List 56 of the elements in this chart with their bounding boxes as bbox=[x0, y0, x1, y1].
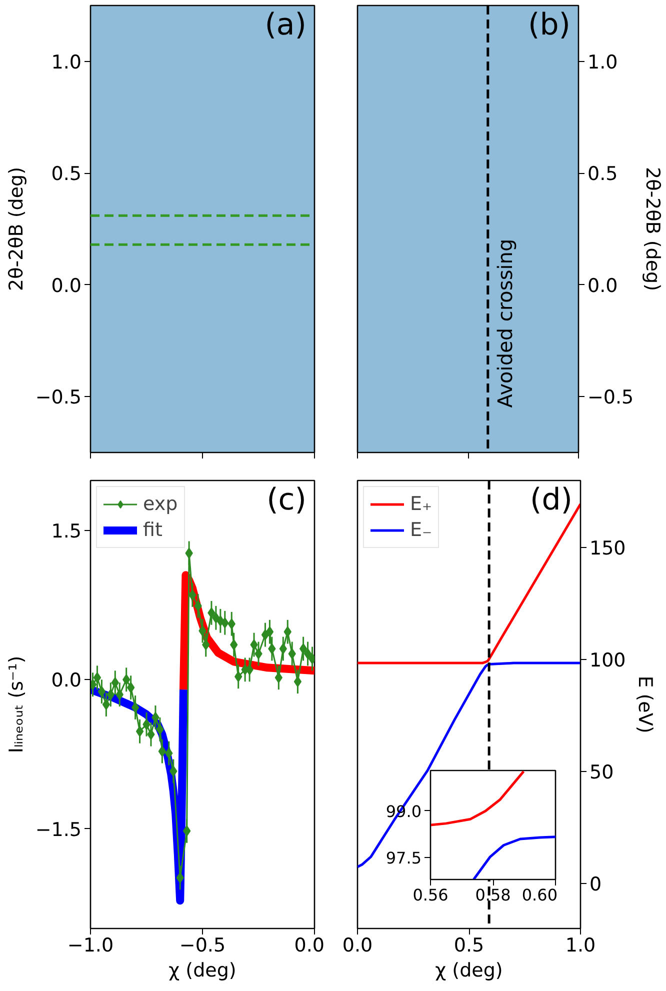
x-tick-label: 1.0 bbox=[565, 934, 596, 956]
y-tick-label: 0.5 bbox=[588, 163, 618, 186]
line-series bbox=[358, 662, 580, 868]
y-tick-label: 50 bbox=[590, 762, 614, 784]
y-tick-label: 0.0 bbox=[588, 274, 618, 297]
legend-label: E₊ bbox=[410, 493, 432, 515]
point bbox=[182, 825, 191, 836]
ref-line-label: Avoided crossing bbox=[492, 238, 517, 408]
line-series bbox=[430, 770, 525, 826]
point bbox=[261, 629, 270, 640]
point bbox=[304, 648, 312, 660]
y-axis-title: Iₗᵢₙₑₒᵤₜ (s⁻¹) bbox=[5, 656, 28, 754]
x-tick-label: 0.58 bbox=[475, 886, 511, 904]
y-tick-label: 0.0 bbox=[51, 670, 82, 692]
x-tick-label: 0.56 bbox=[412, 886, 448, 904]
legend-label: fit bbox=[143, 519, 163, 541]
x-axis-title: χ (deg) bbox=[435, 960, 503, 982]
line-series bbox=[472, 836, 556, 880]
y-tick-label: 0.5 bbox=[51, 163, 82, 186]
x-tick-label: −0.5 bbox=[179, 934, 226, 956]
y-tick-label: 97.5 bbox=[386, 848, 422, 868]
y-tick-label: 150 bbox=[590, 538, 626, 560]
point bbox=[98, 686, 106, 698]
point bbox=[158, 746, 166, 757]
y-tick-label: 0 bbox=[590, 874, 602, 896]
x-tick-label: 0.0 bbox=[342, 934, 373, 956]
annotation: (b) bbox=[528, 8, 570, 42]
y-tick-label: 1.0 bbox=[51, 51, 82, 74]
annotation: (a) bbox=[264, 8, 307, 42]
y-tick-label: 100 bbox=[590, 650, 626, 672]
point bbox=[294, 676, 302, 688]
y-axis-title: E (eV) bbox=[634, 676, 656, 734]
y-tick-label: 0.0 bbox=[51, 274, 82, 297]
x-tick-label: 0.60 bbox=[522, 886, 558, 904]
y-tick-label: −0.5 bbox=[35, 386, 82, 409]
x-tick-label: 0.5 bbox=[454, 934, 484, 956]
y-tick-label: 1.0 bbox=[588, 51, 618, 74]
point bbox=[299, 643, 308, 654]
point bbox=[102, 699, 110, 710]
y-axis-title: 2θ-2θB (deg) bbox=[642, 167, 664, 292]
x-tick-label: −1.0 bbox=[67, 934, 114, 956]
x-axis-title: χ (deg) bbox=[168, 960, 236, 982]
y-tick-label: 1.5 bbox=[51, 520, 82, 542]
point bbox=[126, 682, 135, 694]
point bbox=[93, 672, 102, 684]
y-tick-label: −1.5 bbox=[35, 818, 82, 841]
annotation: (d) bbox=[530, 482, 572, 518]
legend-label: E₋ bbox=[410, 519, 432, 541]
y-tick-label: −0.5 bbox=[588, 386, 634, 409]
point bbox=[266, 626, 274, 638]
y-axis-title: 2θ-2θB (deg) bbox=[5, 166, 28, 291]
x-tick-label: 0.0 bbox=[294, 934, 324, 956]
point bbox=[131, 702, 140, 713]
point bbox=[136, 726, 144, 737]
annotation: (c) bbox=[266, 482, 307, 518]
legend-label: exp bbox=[143, 493, 178, 515]
